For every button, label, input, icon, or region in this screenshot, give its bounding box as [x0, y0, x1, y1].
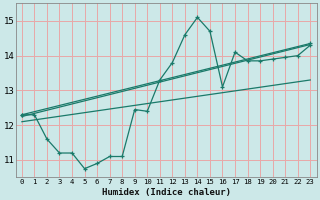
X-axis label: Humidex (Indice chaleur): Humidex (Indice chaleur)	[101, 188, 231, 197]
